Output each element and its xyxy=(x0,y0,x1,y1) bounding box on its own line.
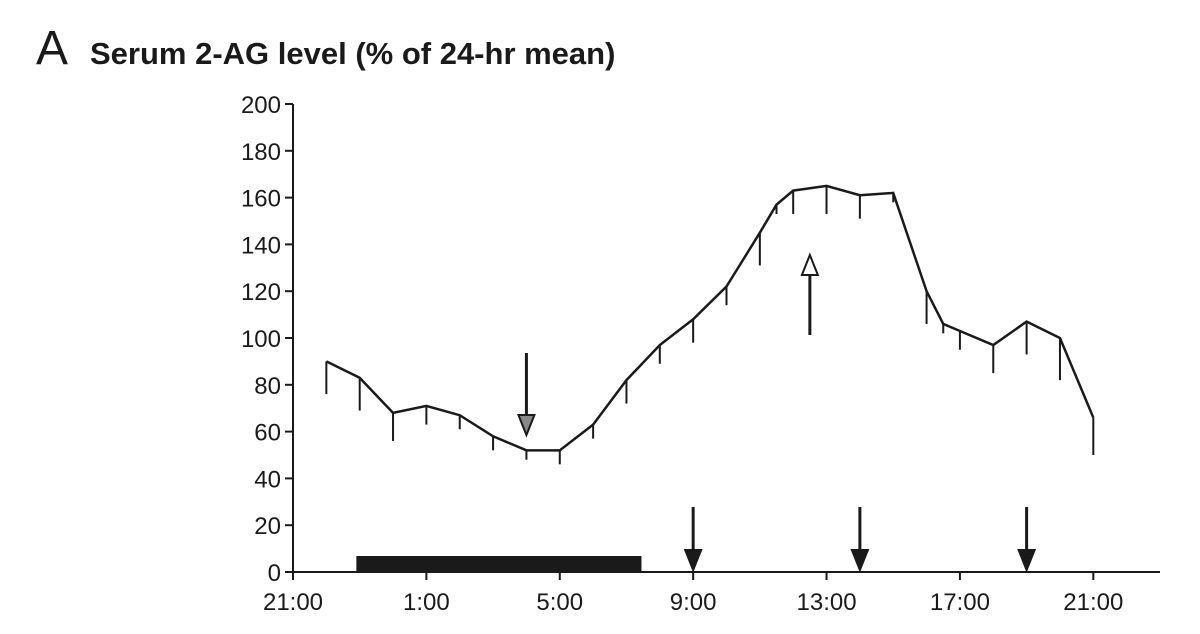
x-tick-label: 21:00 xyxy=(1063,589,1123,616)
peak-arrow xyxy=(800,252,820,335)
meal-arrow xyxy=(683,507,703,573)
meal-arrow xyxy=(1017,507,1037,573)
y-tick-label: 120 xyxy=(241,279,281,306)
x-tick-label: 13:00 xyxy=(797,589,857,616)
y-tick-label: 20 xyxy=(254,513,281,540)
y-tick-label: 60 xyxy=(254,420,281,447)
y-tick-label: 140 xyxy=(241,232,281,259)
x-tick-label: 5:00 xyxy=(536,589,583,616)
y-tick-label: 80 xyxy=(254,373,281,400)
panel-label: A xyxy=(36,22,68,75)
chart-title: Serum 2-AG level (% of 24-hr mean) xyxy=(90,36,615,71)
x-tick-label: 1:00 xyxy=(403,589,450,616)
nadir-arrow xyxy=(516,353,536,438)
data-line xyxy=(325,184,1095,452)
y-tick-label: 0 xyxy=(268,560,281,587)
y-tick-label: 100 xyxy=(241,326,281,353)
x-tick-label: 17:00 xyxy=(930,589,990,616)
y-tick-label: 160 xyxy=(241,186,281,213)
x-tick-label: 9:00 xyxy=(670,589,717,616)
y-tick-label: 180 xyxy=(241,139,281,166)
y-tick-label: 40 xyxy=(254,466,281,493)
meal-arrow xyxy=(850,507,870,573)
x-tick-label: 21:00 xyxy=(263,589,323,616)
dark-period-bar xyxy=(356,556,642,572)
y-tick-label: 200 xyxy=(241,92,281,119)
